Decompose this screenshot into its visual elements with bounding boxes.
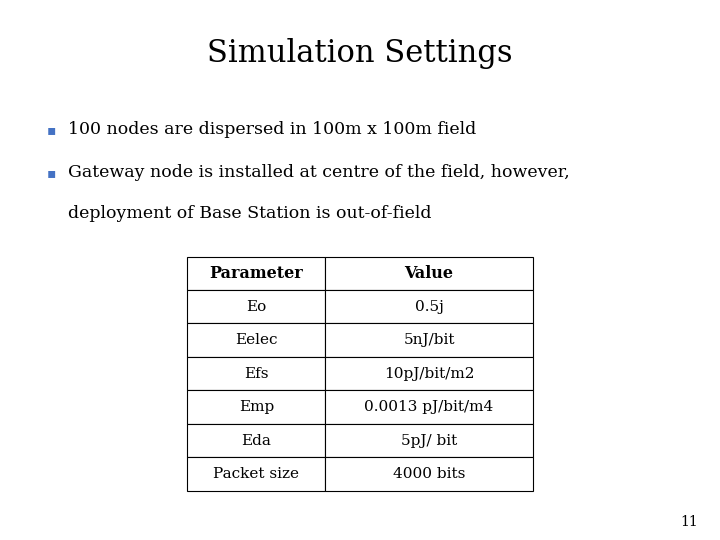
Text: Efs: Efs [244, 367, 269, 381]
Bar [187, 357, 325, 390]
Bar [187, 256, 325, 290]
Bar [325, 390, 533, 424]
Text: ▪: ▪ [47, 123, 56, 137]
Text: Packet size: Packet size [213, 467, 300, 481]
Text: 5nJ/bit: 5nJ/bit [403, 333, 455, 347]
Text: Eo: Eo [246, 300, 266, 314]
Text: 4000 bits: 4000 bits [393, 467, 465, 481]
Bar [325, 323, 533, 357]
Text: ▪: ▪ [47, 166, 56, 180]
Bar [325, 457, 533, 491]
Bar [325, 424, 533, 457]
Bar [325, 290, 533, 323]
Text: Simulation Settings: Simulation Settings [207, 38, 513, 69]
Text: Emp: Emp [239, 400, 274, 414]
Text: 11: 11 [680, 515, 698, 529]
Text: Parameter: Parameter [210, 265, 303, 282]
Text: 10pJ/bit/m2: 10pJ/bit/m2 [384, 367, 474, 381]
Text: 0.5j: 0.5j [415, 300, 444, 314]
Text: 5pJ/ bit: 5pJ/ bit [401, 434, 457, 448]
Text: deployment of Base Station is out-of-field: deployment of Base Station is out-of-fie… [68, 205, 432, 222]
Bar [187, 457, 325, 491]
Text: 0.0013 pJ/bit/m4: 0.0013 pJ/bit/m4 [364, 400, 494, 414]
Text: Eda: Eda [241, 434, 271, 448]
Bar [187, 290, 325, 323]
Text: Eelec: Eelec [235, 333, 278, 347]
Bar [187, 323, 325, 357]
Text: 100 nodes are dispersed in 100m x 100m field: 100 nodes are dispersed in 100m x 100m f… [68, 121, 477, 138]
Text: Value: Value [405, 265, 454, 282]
Bar [325, 357, 533, 390]
Bar [325, 256, 533, 290]
Text: Gateway node is installed at centre of the field, however,: Gateway node is installed at centre of t… [68, 164, 570, 181]
Bar [187, 424, 325, 457]
Bar [187, 390, 325, 424]
